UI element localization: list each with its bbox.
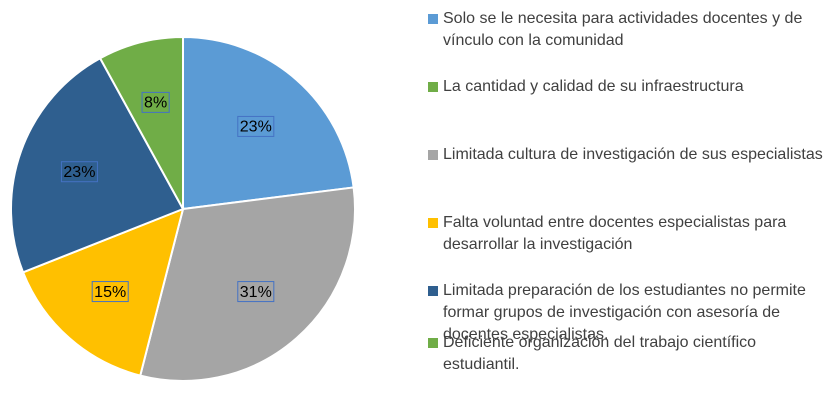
- data-label-text: 31%: [240, 284, 272, 301]
- pie-slice: [21, 207, 185, 377]
- pie-slice: [182, 35, 355, 211]
- data-label: 31%: [237, 281, 275, 303]
- legend-swatch: [428, 338, 438, 348]
- data-label-text: 15%: [94, 284, 126, 301]
- data-label-box: [237, 281, 275, 303]
- legend-swatch: [428, 218, 438, 228]
- pie-slice: [98, 35, 184, 210]
- legend-text: Limitada cultura de investigación de sus…: [443, 146, 823, 163]
- legend-swatch: [428, 14, 438, 24]
- legend: Solo se le necesita para actividades doc…: [428, 8, 832, 400]
- legend-text: La cantidad y calidad de su infraestruct…: [443, 78, 744, 95]
- data-label: 15%: [91, 281, 129, 303]
- legend-text: Falta voluntad entre docentes especialis…: [443, 214, 787, 253]
- data-label-box: [91, 281, 129, 303]
- legend-item: Deficiente organización del trabajo cien…: [428, 332, 832, 400]
- legend-text: Limitada preparación de los estudiantes …: [443, 282, 806, 343]
- pie-slice: [139, 186, 356, 382]
- data-label-box: [237, 115, 275, 137]
- data-label: 23%: [237, 115, 275, 137]
- legend-item: Falta voluntad entre docentes especialis…: [428, 212, 832, 280]
- data-label: 8%: [141, 91, 170, 113]
- data-label: 23%: [60, 161, 98, 183]
- legend-swatch: [428, 82, 438, 92]
- legend-item: La cantidad y calidad de su infraestruct…: [428, 76, 832, 144]
- legend-swatch: [428, 150, 438, 160]
- data-label-text: 23%: [240, 119, 272, 136]
- legend-item: Limitada cultura de investigación de sus…: [428, 144, 832, 212]
- legend-item: Limitada preparación de los estudiantes …: [428, 280, 832, 343]
- legend-item: Solo se le necesita para actividades doc…: [428, 8, 832, 76]
- data-label-box: [141, 91, 170, 113]
- legend-text: Deficiente organización del trabajo cien…: [443, 334, 757, 373]
- data-label-text: 23%: [63, 164, 95, 181]
- data-label-text: 8%: [144, 95, 167, 112]
- legend-swatch: [428, 286, 438, 296]
- legend-text: Solo se le necesita para actividades doc…: [443, 10, 803, 49]
- data-label-box: [60, 161, 98, 183]
